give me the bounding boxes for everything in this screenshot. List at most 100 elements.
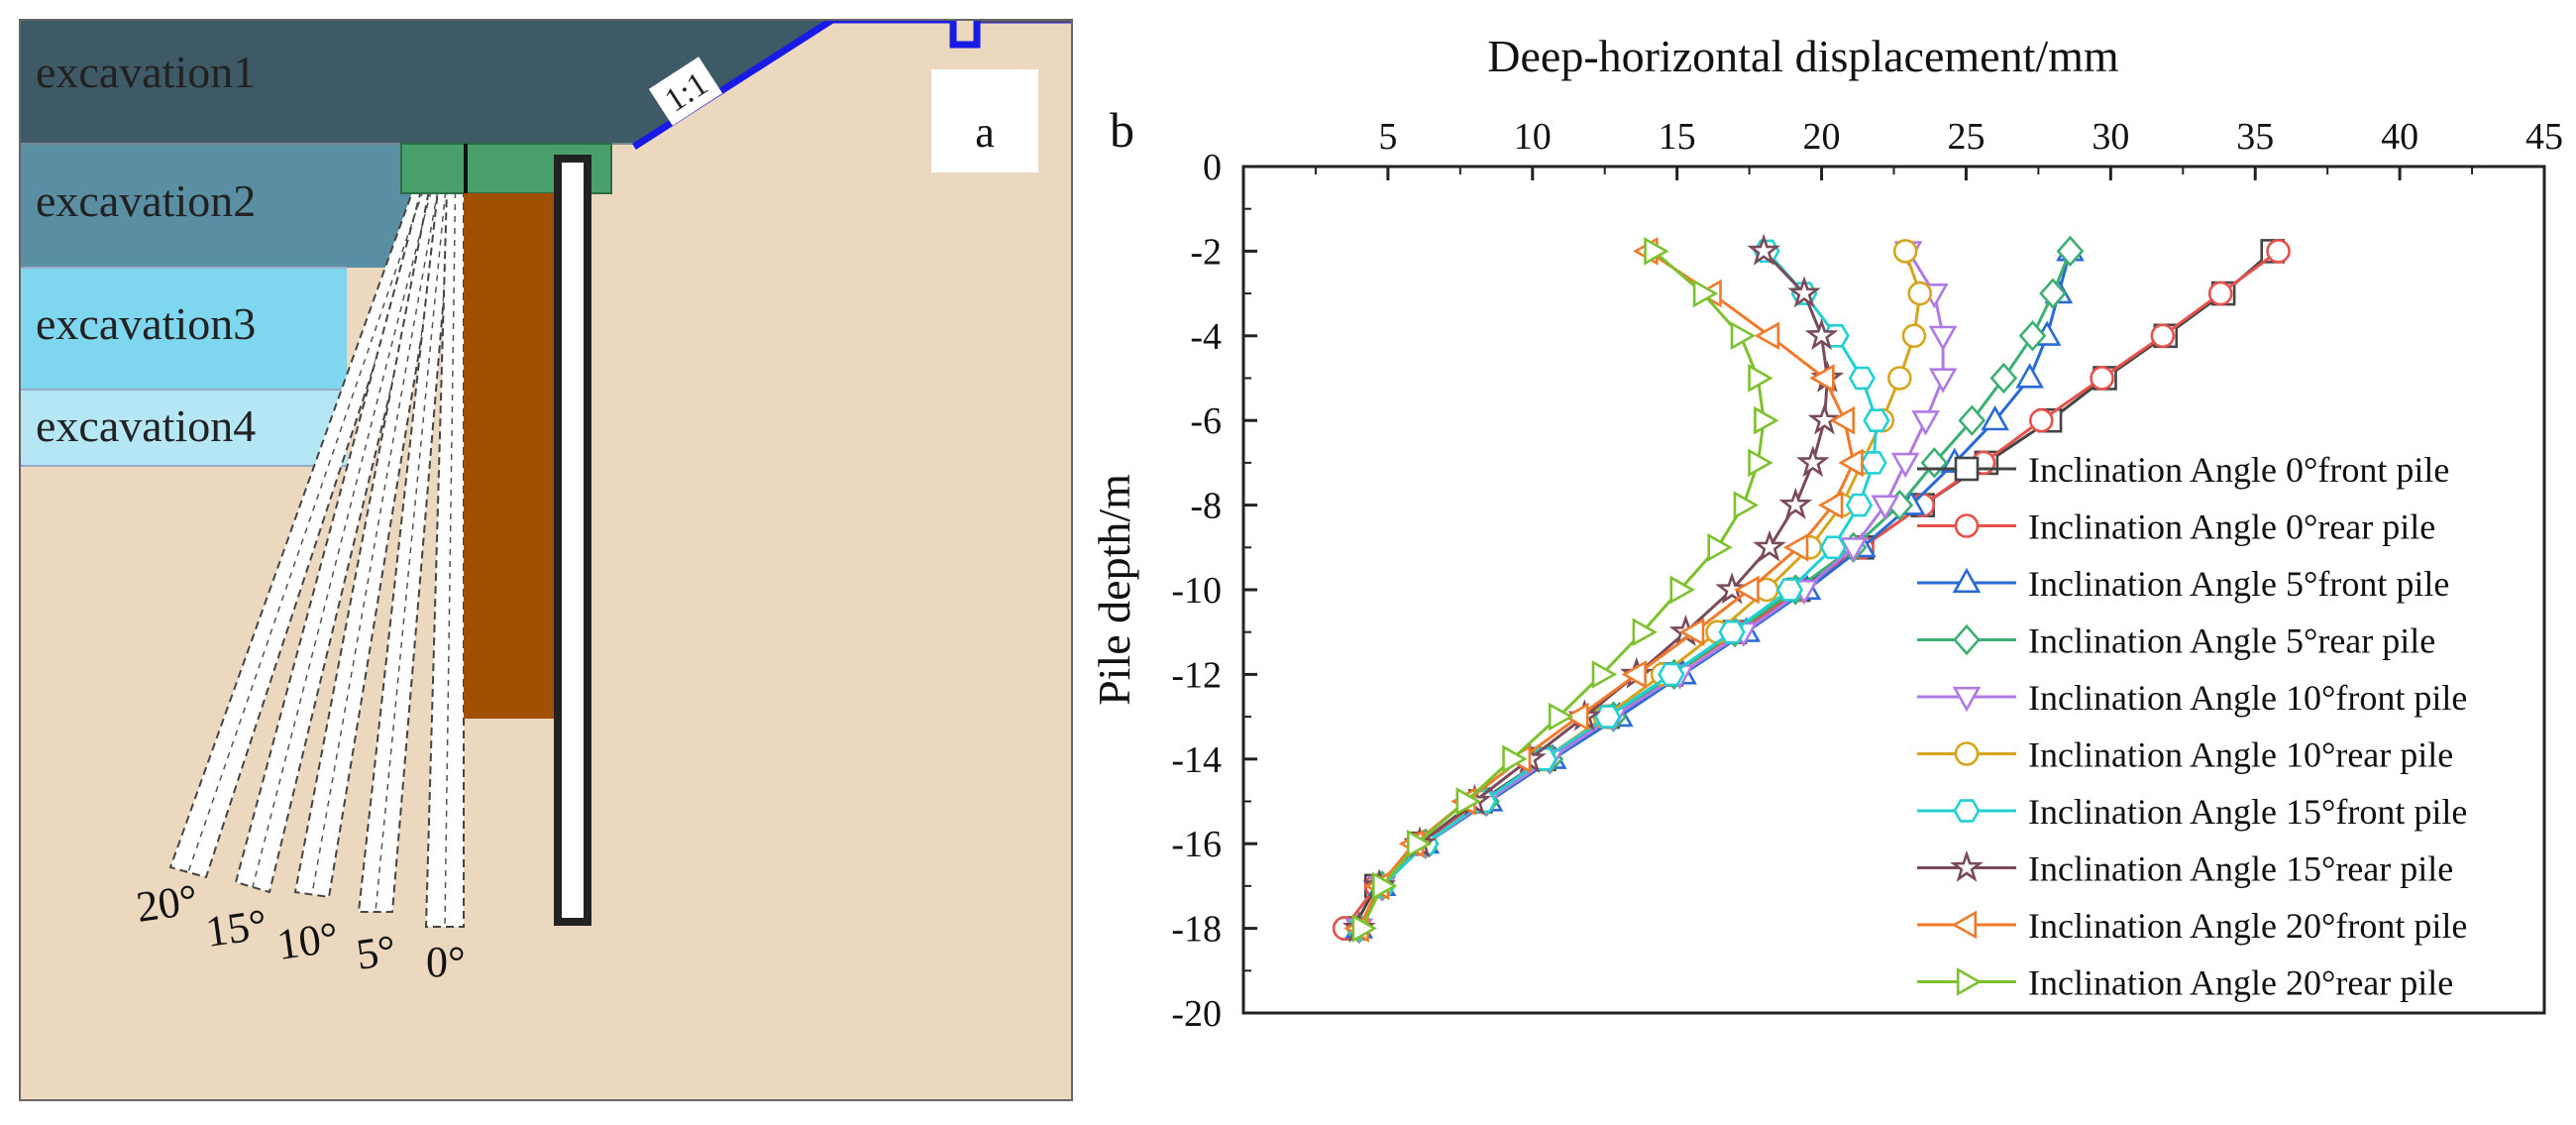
layer-label-excavation2: excavation2	[36, 175, 256, 226]
data-point	[1730, 321, 1757, 351]
layer-label-excavation3: excavation3	[36, 298, 256, 349]
layer-label-excavation4: excavation4	[36, 400, 256, 451]
data-point	[1406, 829, 1433, 858]
angle-label-10: 10°	[274, 913, 342, 969]
legend-item: Inclination Angle 0°front pile	[1917, 450, 2449, 490]
legend-item: Inclination Angle 20°front pile	[1917, 906, 2467, 946]
y-tick-label: -20	[1171, 993, 1222, 1035]
data-point	[1817, 491, 1844, 519]
legend-marker	[1953, 623, 1981, 656]
legend-item: Inclination Angle 15°front pile	[1917, 792, 2467, 832]
data-point	[1502, 744, 1528, 774]
legend-marker	[1952, 567, 1982, 594]
data-point	[1563, 702, 1589, 731]
data-point	[1829, 405, 1855, 435]
y-tick-label: -12	[1171, 654, 1222, 696]
data-point	[1692, 279, 1719, 308]
legend-item: Inclination Angle 0°rear pile	[1917, 507, 2435, 547]
data-point	[1920, 447, 1949, 479]
plot-frame	[1241, 165, 2546, 1015]
data-point	[1911, 410, 1940, 436]
data-point	[2090, 366, 2114, 391]
legend-item: Inclination Angle 15°rear pile	[1917, 849, 2453, 889]
data-point	[1958, 404, 1986, 436]
anchor-20deg	[168, 153, 446, 879]
y-tick-label: -6	[1190, 400, 1222, 442]
legend-label: Inclination Angle 10°rear pile	[2028, 735, 2453, 775]
anchor-inner-lines	[187, 156, 457, 928]
data-point	[1707, 532, 1733, 562]
data-point	[1845, 493, 1874, 517]
anchor-10deg	[293, 153, 454, 899]
y-axis-title: Pile depth/m	[1089, 474, 1139, 706]
x-tick-label: 20	[1803, 116, 1841, 158]
data-point	[1863, 408, 1890, 432]
legend-label: Inclination Angle 15°rear pile	[2028, 849, 2453, 889]
data-point	[1594, 705, 1622, 729]
angle-label-0: 0°	[426, 938, 466, 986]
data-point	[1989, 362, 2018, 394]
anchor-15deg	[234, 153, 450, 894]
data-point	[1778, 487, 1813, 519]
x-tick-label: 45	[2525, 116, 2563, 158]
x-tick-label: 25	[1947, 116, 1985, 158]
data-point	[1678, 618, 1705, 647]
y-tick-label: -14	[1171, 739, 1222, 781]
legend-label: Inclination Angle 0°front pile	[2028, 450, 2449, 490]
data-point	[2018, 320, 2047, 352]
data-point	[1907, 281, 1933, 306]
legend-marker	[1952, 686, 1982, 713]
data-point	[1733, 491, 1760, 519]
data-point	[1819, 535, 1847, 560]
x-tick-label: 35	[2236, 116, 2274, 158]
front-pile-wall	[464, 193, 556, 719]
data-point	[1848, 366, 1877, 391]
data-point	[1775, 578, 1804, 602]
data-point	[1591, 660, 1618, 689]
data-point	[1658, 662, 1685, 687]
data-point	[1839, 537, 1868, 563]
legend-label: Inclination Angle 5°front pile	[2028, 564, 2449, 604]
data-point	[1782, 532, 1809, 562]
data-point	[1795, 445, 1830, 478]
y-tick-label: -10	[1171, 570, 1222, 612]
data-point	[1748, 364, 1773, 393]
plot-area: 5 10 15 20 25 30 35 40 45 0 -2 -4 -6 -8 -10 -12 -14 -16 -1…	[1171, 116, 2563, 1035]
x-tick-label: 10	[1514, 116, 1552, 158]
data-point	[1715, 572, 1749, 605]
x-tick-label: 15	[1659, 116, 1696, 158]
y-tick-label: -2	[1190, 231, 1222, 273]
legend-marker	[1951, 910, 1978, 940]
legend: Inclination Angle 0°front pile Inclinatio…	[1917, 450, 2467, 1003]
legend-marker	[1954, 456, 1980, 482]
layer-label-excavation1: excavation1	[36, 47, 256, 97]
x-axis-title: Deep-horizontal displacement/mm	[1487, 31, 2119, 81]
legend-label: Inclination Angle 20°front pile	[2028, 906, 2467, 946]
legend-label: Inclination Angle 20°rear pile	[2028, 963, 2453, 1003]
y-tick-label: -8	[1190, 486, 1222, 527]
legend-item: Inclination Angle 5°rear pile	[1917, 621, 2435, 661]
data-point	[1351, 914, 1377, 943]
data-point	[2150, 323, 2176, 349]
excavation2-layer	[20, 144, 411, 268]
legend-item: Inclination Angle 5°front pile	[1917, 564, 2449, 604]
data-point	[1747, 233, 1781, 266]
slope-label-box	[648, 56, 723, 126]
series-9	[1351, 237, 1779, 943]
legend-label: Inclination Angle 5°rear pile	[2028, 621, 2435, 661]
legend-label: Inclination Angle 15°front pile	[2028, 792, 2467, 832]
data-point	[1754, 321, 1780, 351]
data-point	[2039, 278, 2067, 309]
data-point	[1981, 404, 2009, 431]
data-point	[1787, 276, 1821, 308]
excavation4-layer	[20, 390, 347, 466]
data-point	[2015, 363, 2044, 389]
anchor-5deg	[357, 153, 458, 913]
legend-marker	[1954, 513, 1980, 538]
y-tick-label: -4	[1190, 316, 1222, 358]
panel-b-label: b	[1110, 102, 1134, 158]
data-point	[1748, 448, 1773, 478]
data-point	[1621, 660, 1647, 689]
excavation3-layer	[20, 268, 347, 390]
